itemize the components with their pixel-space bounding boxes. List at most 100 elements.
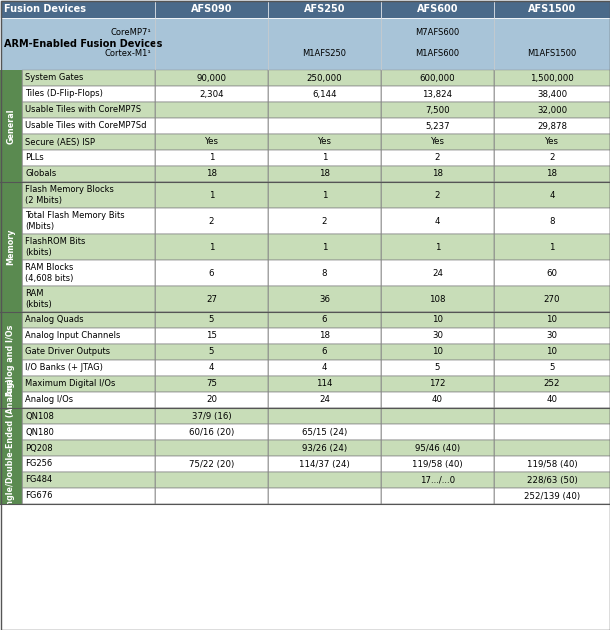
- Bar: [494, 312, 610, 328]
- Text: Analog and I/Os: Analog and I/Os: [7, 324, 15, 396]
- Bar: [494, 70, 610, 86]
- Bar: [22, 166, 155, 182]
- Bar: [494, 182, 610, 208]
- Bar: [155, 70, 268, 86]
- Text: 6: 6: [321, 316, 327, 324]
- Text: Usable Tiles with CoreMP7Sd: Usable Tiles with CoreMP7Sd: [25, 122, 146, 130]
- Text: 114/37 (24): 114/37 (24): [299, 459, 350, 469]
- Text: FG676: FG676: [25, 491, 52, 500]
- Text: 6: 6: [321, 348, 327, 357]
- Bar: [268, 260, 381, 286]
- Text: Total Flash Memory Bits: Total Flash Memory Bits: [25, 211, 124, 220]
- Text: M7AFS600: M7AFS600: [415, 28, 459, 37]
- Bar: [155, 344, 268, 360]
- Bar: [381, 408, 494, 424]
- Text: 4: 4: [209, 364, 214, 372]
- Bar: [155, 456, 268, 472]
- Bar: [494, 150, 610, 166]
- Bar: [381, 488, 494, 504]
- Text: 1: 1: [549, 243, 554, 251]
- Bar: [268, 440, 381, 456]
- Text: 228/63 (50): 228/63 (50): [526, 476, 578, 484]
- Bar: [494, 472, 610, 488]
- Bar: [494, 260, 610, 286]
- Text: RAM Blocks: RAM Blocks: [25, 263, 73, 272]
- Bar: [22, 344, 155, 360]
- Text: 90,000: 90,000: [196, 74, 226, 83]
- Bar: [268, 118, 381, 134]
- Bar: [22, 134, 155, 150]
- Bar: [381, 360, 494, 376]
- Text: 1: 1: [321, 243, 327, 251]
- Bar: [268, 234, 381, 260]
- Bar: [0, 182, 22, 312]
- Bar: [494, 86, 610, 102]
- Text: 1: 1: [209, 243, 214, 251]
- Text: 93/26 (24): 93/26 (24): [302, 444, 347, 452]
- Text: Secure (AES) ISP: Secure (AES) ISP: [25, 137, 95, 147]
- Bar: [0, 0, 610, 18]
- Text: General: General: [7, 108, 15, 144]
- Text: Analog Quads: Analog Quads: [25, 316, 84, 324]
- Text: 1: 1: [321, 190, 327, 200]
- Text: Cortex-M1¹: Cortex-M1¹: [104, 49, 151, 58]
- Bar: [155, 488, 268, 504]
- Text: M1AFS1500: M1AFS1500: [528, 49, 576, 58]
- Bar: [155, 376, 268, 392]
- Text: (2 Mbits): (2 Mbits): [25, 196, 62, 205]
- Bar: [494, 360, 610, 376]
- Bar: [494, 208, 610, 234]
- Text: Gate Driver Outputs: Gate Driver Outputs: [25, 348, 110, 357]
- Bar: [381, 208, 494, 234]
- Text: FlashROM Bits: FlashROM Bits: [25, 238, 85, 246]
- Text: 10: 10: [547, 316, 558, 324]
- Bar: [22, 440, 155, 456]
- Bar: [268, 408, 381, 424]
- Text: 252/139 (40): 252/139 (40): [524, 491, 580, 500]
- Text: 8: 8: [321, 268, 327, 277]
- Text: 1,500,000: 1,500,000: [530, 74, 574, 83]
- Text: Yes: Yes: [204, 137, 218, 147]
- Text: 24: 24: [319, 396, 330, 404]
- Text: Usable Tiles with CoreMP7S: Usable Tiles with CoreMP7S: [25, 105, 141, 115]
- Bar: [494, 286, 610, 312]
- Bar: [381, 286, 494, 312]
- Bar: [22, 102, 155, 118]
- Text: 1: 1: [209, 190, 214, 200]
- Text: 5: 5: [209, 348, 214, 357]
- Text: I/O Banks (+ JTAG): I/O Banks (+ JTAG): [25, 364, 103, 372]
- Bar: [494, 408, 610, 424]
- Bar: [0, 408, 22, 504]
- Text: 1: 1: [321, 154, 327, 163]
- Text: 1: 1: [435, 243, 440, 251]
- Bar: [155, 102, 268, 118]
- Text: 1: 1: [209, 154, 214, 163]
- Text: 36: 36: [319, 294, 330, 304]
- Bar: [494, 344, 610, 360]
- Bar: [22, 286, 155, 312]
- Bar: [381, 376, 494, 392]
- Bar: [494, 328, 610, 344]
- Bar: [381, 456, 494, 472]
- Text: 114: 114: [316, 379, 332, 389]
- Bar: [381, 312, 494, 328]
- Text: AFS090: AFS090: [191, 4, 232, 14]
- Text: M1AFS600: M1AFS600: [415, 49, 459, 58]
- Text: AFS250: AFS250: [304, 4, 345, 14]
- Bar: [381, 392, 494, 408]
- Bar: [494, 392, 610, 408]
- Text: 13,824: 13,824: [423, 89, 453, 98]
- Text: 5,237: 5,237: [425, 122, 450, 130]
- Bar: [155, 424, 268, 440]
- Bar: [0, 70, 22, 182]
- Bar: [155, 312, 268, 328]
- Bar: [155, 118, 268, 134]
- Text: 6,144: 6,144: [312, 89, 337, 98]
- Text: 10: 10: [547, 348, 558, 357]
- Text: M1AFS250: M1AFS250: [303, 49, 346, 58]
- Text: Memory: Memory: [7, 229, 15, 265]
- Bar: [381, 234, 494, 260]
- Bar: [155, 472, 268, 488]
- Text: PLLs: PLLs: [25, 154, 44, 163]
- Text: 2: 2: [549, 154, 554, 163]
